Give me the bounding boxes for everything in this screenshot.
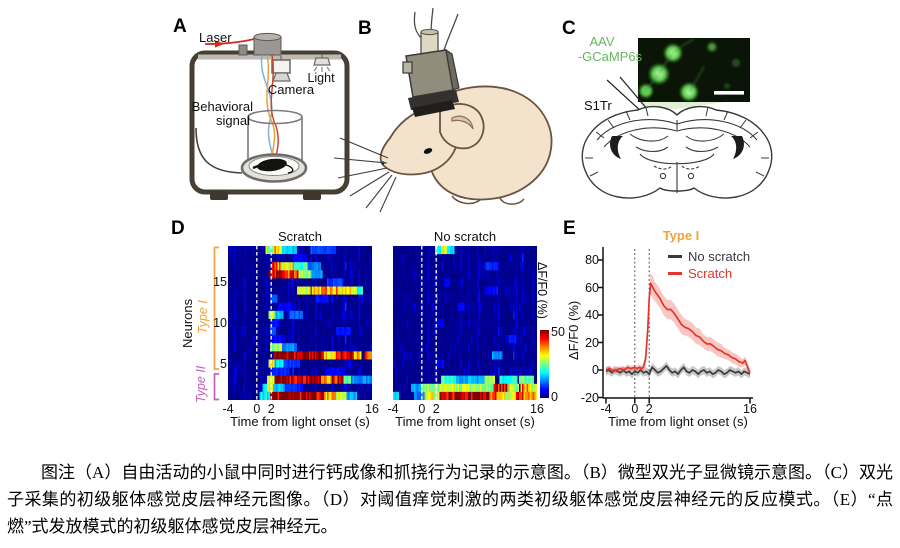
dish-with-mouse	[240, 153, 308, 183]
type2-label: Type II	[194, 365, 208, 403]
type1-bracket	[213, 246, 219, 370]
d-ylabel-neurons: Neurons	[180, 298, 195, 348]
figure-caption: 图注（A）自由活动的小鼠中同时进行钙成像和抓挠行为记录的示意图。（B）微型双光子…	[7, 463, 893, 537]
legend-label: Scratch	[688, 266, 733, 281]
d-ytick-10: 10	[213, 316, 227, 330]
e-ytick-60: 60	[585, 280, 599, 295]
d-xtick-1-2: 2	[432, 402, 440, 416]
camera-label: Camera	[267, 82, 315, 97]
mouse-art	[379, 85, 553, 205]
d-xtick-1-0: 0	[418, 402, 426, 416]
heatmap-scratch	[228, 246, 372, 400]
mouse-silhouette	[257, 158, 287, 172]
ventricle-shapes	[610, 136, 744, 159]
fluorescence-inset	[638, 38, 750, 102]
e-ytick-20: 20	[585, 335, 599, 350]
d-xtick-0-2: 2	[267, 402, 275, 416]
heatmap-no-scratch	[393, 246, 537, 400]
gcamp-neurons	[639, 38, 740, 101]
panel-d-extras	[213, 246, 549, 401]
e-xtick-0: 0	[631, 402, 639, 416]
type1-label: Type I	[196, 300, 210, 334]
d-ytick-5: 5	[220, 356, 227, 371]
type2-bracket	[213, 373, 219, 401]
d-xtick-0--4: -4	[222, 402, 234, 416]
mouse-ear	[439, 103, 485, 150]
e-ytick--20: -20	[580, 390, 599, 405]
lid-nub	[238, 44, 248, 56]
injection-pointer-lines	[606, 76, 649, 113]
e-ytick-40: 40	[585, 308, 599, 322]
e-ylabel: ΔF/F0 (%)	[566, 300, 581, 361]
legend-item-1: Scratch	[668, 265, 750, 282]
behavioral-signal-wire	[195, 127, 243, 174]
aav-label-line2: -GCaMP6s	[577, 49, 643, 64]
panel-b-art	[333, 7, 553, 213]
heatmap-title-scratch: Scratch	[277, 229, 323, 244]
s1tr-label: S1Tr	[584, 98, 612, 113]
panel-label-e: E	[563, 218, 576, 239]
whiskers	[333, 137, 397, 213]
e-legend: No scratch Scratch	[668, 248, 750, 282]
cortical-layer-ticks	[585, 106, 769, 177]
colorbar-max: 50	[551, 325, 565, 339]
legend-line-swatch	[668, 255, 682, 258]
colorbar	[540, 330, 549, 398]
box-foot-left	[210, 191, 228, 200]
light-icon	[313, 54, 331, 72]
panel-label-a: A	[173, 16, 187, 37]
legend-label: No scratch	[688, 249, 751, 264]
miniscope-icon	[402, 7, 460, 117]
e-xlabel: Time from light onset (s)	[608, 414, 748, 429]
light-label: Light	[307, 71, 335, 85]
colorbar-label: ΔF/F0 (%)	[535, 261, 549, 319]
brain-atlas-outline	[581, 105, 773, 199]
e-ytick-0: 0	[592, 363, 599, 377]
laser-label: Laser	[199, 30, 232, 45]
panel-label-c: C	[562, 18, 576, 39]
scale-bar	[714, 91, 744, 95]
figure-artwork	[189, 7, 773, 401]
mouse-eye	[423, 148, 433, 154]
d-xtick-1--4: -4	[387, 402, 399, 416]
colorbar-min: 0	[551, 390, 558, 404]
aav-label-line1: AAV	[589, 34, 615, 49]
panel-a-art	[189, 32, 350, 200]
d-xlabel-right: Time from light onset (s)	[395, 414, 535, 429]
panel-label-b: B	[358, 18, 372, 39]
box-foot-right	[303, 191, 321, 200]
e-ytick-80: 80	[585, 253, 599, 267]
line-plot-type1	[597, 247, 753, 404]
e-xtick-2: 2	[645, 402, 653, 416]
behavioral-signal-label-line2: signal	[216, 113, 250, 128]
e-title-type1: Type I	[662, 228, 700, 243]
legend-item-0: No scratch	[668, 248, 750, 265]
d-xtick-1-16: 16	[530, 402, 544, 416]
d-ytick-15: 15	[213, 275, 227, 290]
d-xtick-0-0: 0	[253, 402, 261, 416]
heatmap-title-no-scratch: No scratch	[433, 229, 497, 244]
box-lid	[198, 54, 341, 60]
behavioral-signal-label-line1: Behavioral	[191, 99, 253, 114]
e-xtick-16: 16	[743, 402, 757, 416]
camera-icon	[271, 56, 291, 82]
mouse-face	[333, 137, 433, 213]
e-xtick--4: -4	[600, 402, 612, 416]
legend-line-swatch	[668, 272, 682, 275]
laser-beam-icon	[204, 38, 255, 48]
panel-c-art	[581, 38, 773, 199]
d-xlabel-left: Time from light onset (s)	[230, 414, 370, 429]
panel-label-d: D	[171, 218, 185, 239]
d-xtick-0-16: 16	[365, 402, 379, 416]
